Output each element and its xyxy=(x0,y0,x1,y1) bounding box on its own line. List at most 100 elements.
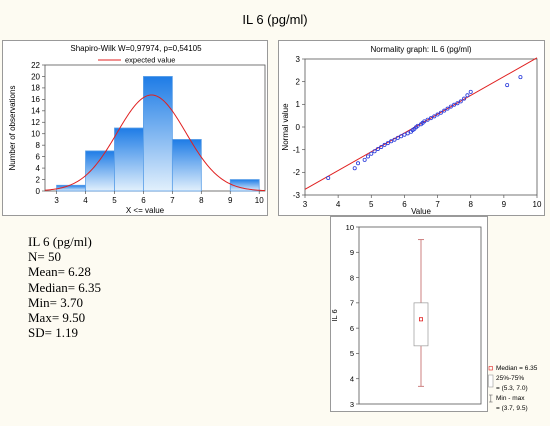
data-point xyxy=(356,161,361,166)
x-tick-label: 6 xyxy=(402,200,407,209)
data-point xyxy=(362,157,367,162)
legend-entry: 25%-75% xyxy=(496,375,524,382)
legend-label-expected: expected value xyxy=(125,56,175,65)
y-axis-label: Number of observations xyxy=(8,86,17,171)
legend-entry: Median = 6.35 xyxy=(496,365,538,372)
y-tick-label: 3 xyxy=(350,400,354,409)
data-point xyxy=(395,135,400,140)
y-tick-label: 18 xyxy=(31,84,40,93)
stats-line-max: Max= 9.50 xyxy=(28,310,86,326)
x-tick-label: 8 xyxy=(468,200,473,209)
data-point xyxy=(442,108,447,113)
data-point xyxy=(392,137,397,142)
legend-entry: Min - max xyxy=(496,395,525,402)
histogram-bar xyxy=(85,150,115,192)
y-axis-label: IL 6 xyxy=(330,309,339,321)
y-tick-label: -3 xyxy=(293,191,301,200)
data-point xyxy=(438,110,443,115)
y-tick-label: 1 xyxy=(296,100,301,109)
x-tick-label: 5 xyxy=(112,196,117,205)
x-tick-label: 4 xyxy=(336,200,341,209)
x-tick-label: 5 xyxy=(369,200,374,209)
expected-curve xyxy=(44,94,266,192)
data-point xyxy=(422,119,427,124)
x-tick-label: 10 xyxy=(533,200,542,209)
data-point xyxy=(458,99,463,104)
y-tick-label: 6 xyxy=(350,324,354,333)
x-tick-label: 10 xyxy=(255,196,264,205)
x-tick-label: 7 xyxy=(435,200,440,209)
stats-line-median: Median= 6.35 xyxy=(28,279,102,295)
data-point xyxy=(375,146,380,151)
data-point xyxy=(428,116,433,121)
y-tick-label: 10 xyxy=(31,130,40,139)
data-point xyxy=(425,117,430,122)
data-point xyxy=(465,93,470,98)
data-point xyxy=(352,166,357,171)
stats-line-n: N= 50 xyxy=(28,249,61,265)
data-point xyxy=(455,101,460,106)
data-point xyxy=(402,132,407,137)
data-point xyxy=(405,131,410,136)
data-point xyxy=(468,89,473,94)
histogram-panel: Shapiro-Wilk W=0,97974, p=0,54105 expecte… xyxy=(2,40,268,216)
legend-median-symbol xyxy=(488,366,493,371)
y-tick-label: 7 xyxy=(350,299,354,308)
data-point xyxy=(369,151,374,156)
y-tick-label: 8 xyxy=(36,141,41,150)
boxplot-panel: 3 4 5 6 7 8 9 10 IL 6 xyxy=(330,216,488,412)
y-tick-label: 4 xyxy=(350,375,354,384)
data-point xyxy=(432,114,437,119)
iqr-box xyxy=(413,302,429,347)
data-point xyxy=(326,175,331,180)
histogram-bar xyxy=(143,76,173,192)
y-tick-label: 6 xyxy=(36,152,41,161)
median-marker xyxy=(419,317,424,322)
x-tick-label: 9 xyxy=(502,200,507,209)
x-tick-label: 9 xyxy=(228,196,233,205)
data-point xyxy=(372,149,377,154)
data-point xyxy=(389,139,394,144)
y-tick-label: -2 xyxy=(293,168,301,177)
y-tick-label: 5 xyxy=(350,349,354,358)
boxplot-legend: Median = 6.35 25%-75% = (5.3, 7.0) Min - ma… xyxy=(488,365,538,412)
y-tick-label: 4 xyxy=(36,164,41,173)
histogram-bar xyxy=(171,139,202,192)
y-tick-label: 12 xyxy=(31,118,40,127)
normality-panel: Normality graph: IL 6 (pg/ml) -3 -2 -1 0 1 2 3 3… xyxy=(278,40,545,216)
y-tick-label: 2 xyxy=(36,175,41,184)
data-point xyxy=(415,123,420,128)
data-point xyxy=(505,83,510,88)
data-point xyxy=(435,112,440,117)
normality-chart: Normality graph: IL 6 (pg/ml) -3 -2 -1 0 1 2 3 3… xyxy=(281,45,542,216)
data-point xyxy=(379,144,384,149)
y-tick-label: 14 xyxy=(31,107,40,116)
normality-title: Normality graph: IL 6 (pg/ml) xyxy=(370,45,471,54)
legend-entry: = (5.3, 7.0) xyxy=(496,385,528,392)
x-tick-label: 3 xyxy=(303,200,308,209)
x-tick-label: 6 xyxy=(141,196,146,205)
stats-line-sd: SD= 1.19 xyxy=(28,325,78,341)
x-axis-label: X <= value xyxy=(126,206,165,215)
y-tick-label: 3 xyxy=(296,55,301,64)
x-tick-label: 4 xyxy=(83,196,88,205)
data-point xyxy=(399,134,404,139)
data-point xyxy=(518,75,523,80)
stats-line-min: Min= 3.70 xyxy=(28,294,84,310)
histogram-title: Shapiro-Wilk W=0,97974, p=0,54105 xyxy=(70,44,202,53)
data-point xyxy=(382,142,387,147)
y-tick-label: 0 xyxy=(36,187,41,196)
histogram-bar xyxy=(114,127,144,192)
y-tick-label: 22 xyxy=(31,61,40,70)
boxplot-chart: 3 4 5 6 7 8 9 10 IL 6 xyxy=(330,223,482,409)
data-point xyxy=(452,102,457,107)
x-tick-label: 8 xyxy=(199,196,204,205)
data-point xyxy=(445,106,450,111)
histogram-chart: Shapiro-Wilk W=0,97974, p=0,54105 expecte… xyxy=(8,44,266,215)
statistics-block: IL 6 (pg/ml) N= 50 Mean= 6.28 Median= 6.… xyxy=(28,234,101,340)
y-tick-label: 8 xyxy=(350,273,354,282)
histogram-bar xyxy=(229,179,260,192)
y-tick-label: 0 xyxy=(296,123,301,132)
data-point xyxy=(448,104,453,109)
y-axis-label: Normal value xyxy=(281,103,290,151)
